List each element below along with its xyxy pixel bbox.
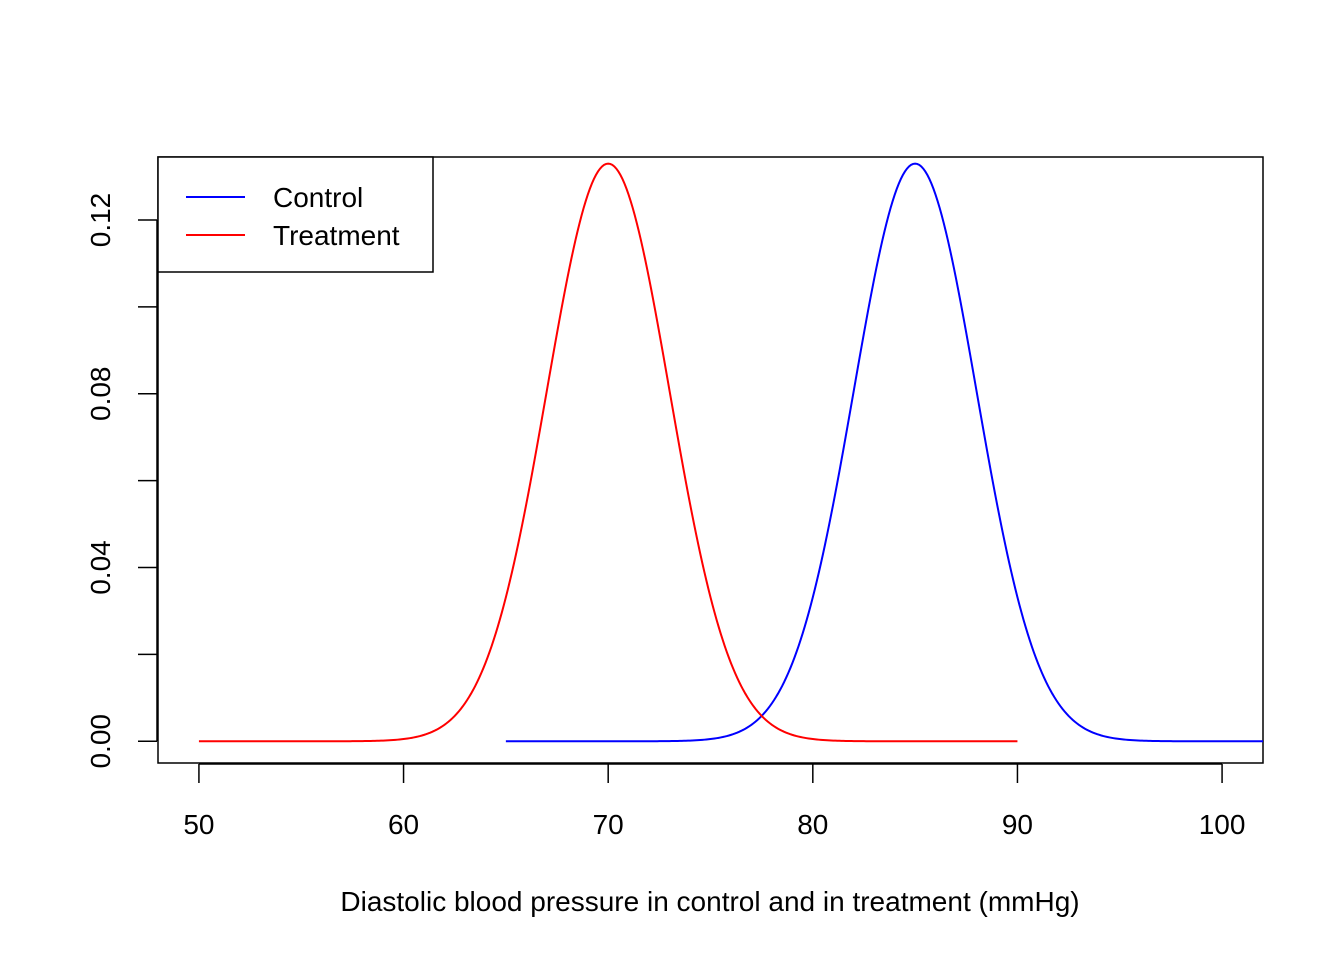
x-tick-label: 70 (593, 809, 624, 840)
x-tick-label: 100 (1199, 809, 1246, 840)
plot-frame (157, 156, 1264, 764)
legend-box (157, 156, 434, 273)
y-tick-label: 0.08 (85, 367, 116, 422)
legend: Control Treatment (157, 156, 434, 273)
y-tick-label: 0.00 (85, 714, 116, 769)
x-tick-label: 80 (797, 809, 828, 840)
x-tick-label: 90 (1002, 809, 1033, 840)
legend-label-treatment: Treatment (273, 220, 400, 251)
series-line-treatment (198, 162, 1018, 743)
y-tick-label: 0.12 (85, 193, 116, 248)
y-axis: 0.00 0.04 0.08 0.12 (85, 193, 158, 769)
y-tick-label: 0.04 (85, 540, 116, 595)
x-tick-label: 60 (388, 809, 419, 840)
series-layer (198, 162, 1263, 743)
series-line-control (505, 162, 1263, 743)
x-tick-label: 50 (183, 809, 214, 840)
x-axis: 50 60 70 80 90 100 (183, 763, 1246, 840)
legend-label-control: Control (273, 182, 363, 213)
x-axis-title: Diastolic blood pressure in control and … (340, 886, 1079, 917)
